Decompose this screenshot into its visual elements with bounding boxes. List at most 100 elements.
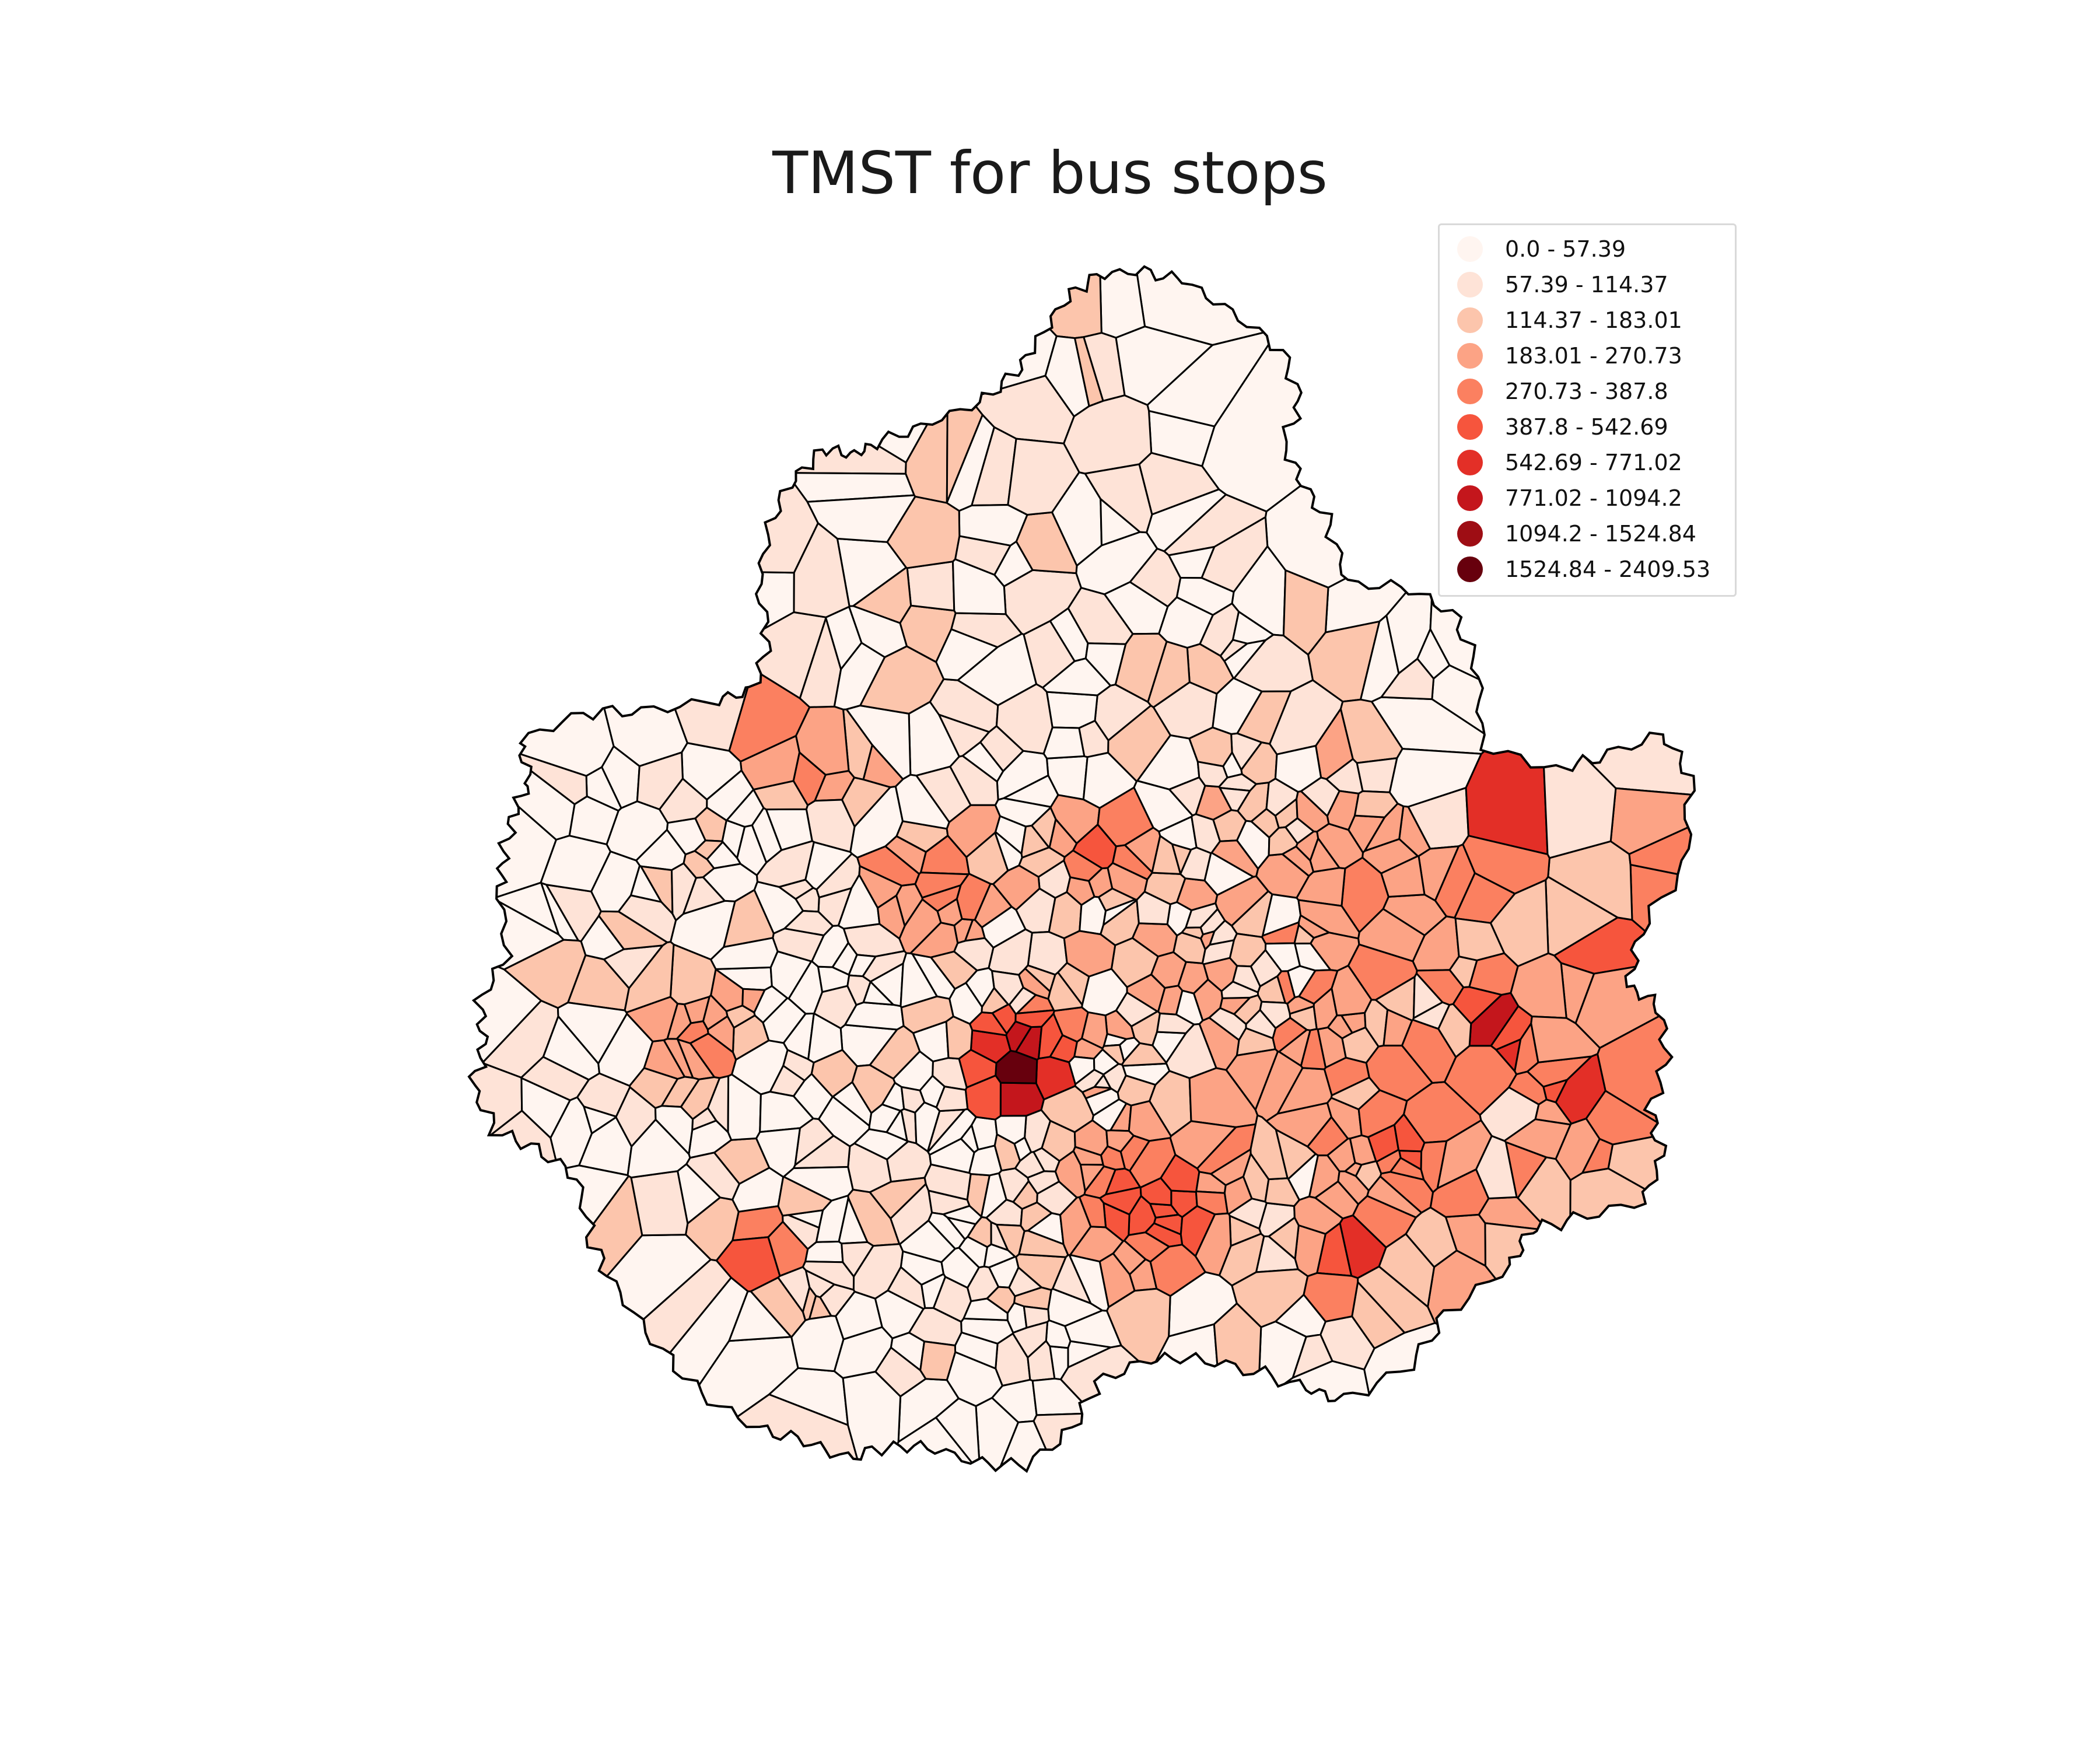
bus-stop-cell (1014, 1009, 1055, 1028)
legend-label: 1094.2 - 1524.84 (1505, 520, 1696, 547)
bus-stop-cell (835, 1290, 883, 1340)
bus-stop-cell (503, 939, 587, 1009)
map-title: TMST for bus stops (772, 139, 1328, 207)
bus-stop-cell (1232, 611, 1275, 645)
bus-stop-cell (767, 1220, 809, 1277)
bus-stop-cell (1245, 1009, 1277, 1040)
bus-stop-cell (1452, 986, 1503, 1025)
bus-stop-cell (626, 1118, 691, 1179)
bus-stop-cell (1484, 1222, 1693, 1472)
bus-stop-cell (1007, 438, 1080, 516)
legend-label: 771.02 - 1094.2 (1505, 485, 1682, 511)
bus-stop-cell (1293, 924, 1315, 944)
legend-swatch (1457, 307, 1483, 333)
bus-stop-cell (788, 960, 823, 1015)
bus-stop-cell (846, 974, 872, 1006)
bus-stop-cell (1296, 790, 1330, 833)
legend-swatch (1457, 520, 1483, 547)
bus-stop-cell (958, 1049, 998, 1088)
bus-stop-cell (859, 645, 945, 715)
bus-stop-cell (1168, 546, 1216, 579)
bus-stop-cell (706, 769, 755, 821)
legend-label: 0.0 - 57.39 (1505, 236, 1626, 262)
bus-stop-cell (1349, 1134, 1377, 1166)
legend-item: 542.69 - 771.02 (1440, 444, 1735, 480)
bus-stop-cell (1219, 787, 1251, 812)
bus-stop-cell (1169, 1120, 1237, 1170)
legend-swatch (1457, 556, 1483, 582)
bus-stop-cell (1380, 657, 1435, 701)
legend-label: 114.37 - 183.01 (1505, 307, 1682, 333)
bus-stop-cell (710, 937, 779, 970)
bus-stop-cell (1272, 1017, 1308, 1053)
bus-stop-cell (963, 1297, 1009, 1321)
bus-stop-cell (1063, 394, 1153, 475)
bus-stop-cell (1032, 1412, 1208, 1472)
legend-label: 387.8 - 542.69 (1505, 414, 1668, 440)
bus-stop-cell (755, 1127, 801, 1178)
bus-stop-cell (995, 683, 1054, 755)
bus-stop-cell (589, 270, 907, 475)
bus-stop-cell (1072, 1146, 1104, 1166)
bus-stop-cell (1287, 1153, 1319, 1201)
bus-stop-cell (1172, 932, 1206, 964)
bus-stop-cell (702, 994, 729, 1031)
bus-stop-cell (741, 988, 766, 1014)
bus-stop-cell (799, 617, 842, 708)
bus-stop-cell (1165, 1023, 1217, 1079)
bus-stop-cell (914, 1101, 941, 1153)
bus-stop-cell (869, 1177, 927, 1220)
bus-stop-cell (1115, 992, 1158, 1027)
bus-stop-cell (625, 996, 678, 1042)
bus-stop-cell (1530, 1016, 1601, 1063)
bus-stop-cell (842, 1371, 902, 1472)
legend-item: 57.39 - 114.37 (1440, 267, 1735, 302)
bus-stop-cell (636, 751, 684, 810)
bus-stop-cell (945, 1016, 974, 1060)
bus-stop-cell (1388, 748, 1482, 808)
bus-stop-cell (1102, 898, 1138, 926)
legend-swatch (1457, 236, 1483, 262)
bus-stop-cell (1045, 691, 1098, 729)
bus-stop-cell (1106, 1287, 1171, 1373)
legend-item: 114.37 - 183.01 (1440, 302, 1735, 338)
bus-stop-cell (1081, 1011, 1108, 1049)
bus-stop-cell (1012, 1321, 1049, 1359)
bus-stop-cell (1225, 1048, 1279, 1111)
bus-stop-cell (681, 742, 743, 801)
bus-stop-cell (1158, 596, 1214, 649)
legend-label: 183.01 - 270.73 (1505, 342, 1682, 369)
legend-swatch (1457, 271, 1483, 298)
legend-item: 1524.84 - 2409.53 (1440, 551, 1735, 587)
bus-stop-cell (1194, 1212, 1232, 1276)
legend-swatch (1457, 414, 1483, 440)
bus-stop-cell (908, 1307, 963, 1346)
bus-stop-cell (921, 1273, 946, 1309)
bus-stop-cell (1541, 717, 1617, 859)
bus-stop-cell (868, 1103, 901, 1133)
legend-swatch (1457, 485, 1483, 511)
bus-stop-cell (1326, 1014, 1353, 1040)
bus-stop-cell (1180, 846, 1212, 881)
bus-stop-cell (1124, 1231, 1170, 1263)
bus-stop-cell (1219, 1360, 1390, 1472)
bus-stop-cell (654, 1105, 694, 1155)
bus-stop-cell (1036, 1181, 1078, 1216)
bus-stop-cell (965, 967, 995, 1008)
bus-stop-cell (898, 898, 942, 954)
bus-stop-cell (1420, 1140, 1448, 1194)
legend-item: 387.8 - 542.69 (1440, 409, 1735, 444)
bus-stop-cell (1268, 826, 1298, 856)
bus-stop-cell (469, 266, 819, 574)
bus-stop-cell (1380, 855, 1426, 898)
bus-stop-cell (906, 561, 956, 612)
bus-stop-cell (996, 750, 1049, 801)
bus-stop-cell (936, 898, 963, 926)
bus-stop-cell (1282, 569, 1329, 656)
bus-stop-cell (689, 1032, 737, 1079)
bus-stop-cell (1079, 1194, 1107, 1228)
legend-swatch (1457, 342, 1483, 369)
city-boundary (467, 265, 1696, 1474)
bus-stop-cell (930, 950, 978, 990)
